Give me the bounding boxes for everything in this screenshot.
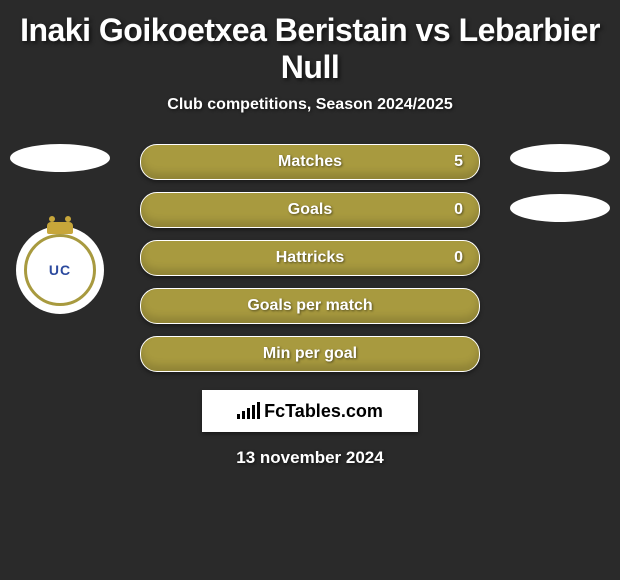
crest-letters: UC	[49, 262, 71, 278]
brand-text: FcTables.com	[264, 401, 383, 422]
stat-row-matches: Matches 5	[140, 144, 480, 180]
branding-badge: FcTables.com	[202, 390, 418, 432]
brand-bars-icon	[237, 403, 260, 419]
date-text: 13 november 2024	[0, 448, 620, 468]
left-column	[10, 144, 110, 194]
crest-circle: UC	[16, 226, 104, 314]
stat-row-min-per-goal: Min per goal	[140, 336, 480, 372]
stat-label: Hattricks	[276, 249, 344, 267]
stat-label: Matches	[278, 153, 342, 171]
club-crest: UC	[10, 220, 110, 320]
stat-label: Min per goal	[263, 345, 357, 363]
page-title: Inaki Goikoetxea Beristain vs Lebarbier …	[0, 12, 620, 86]
stat-rows: Matches 5 Goals 0 Hattricks 0 Goals per …	[140, 144, 480, 372]
left-player-ellipse	[10, 144, 110, 172]
stat-label: Goals per match	[247, 297, 372, 315]
right-column	[510, 144, 610, 244]
stat-value: 0	[454, 249, 463, 267]
stat-value: 5	[454, 153, 463, 171]
stat-row-goals: Goals 0	[140, 192, 480, 228]
stat-row-goals-per-match: Goals per match	[140, 288, 480, 324]
stat-value: 0	[454, 201, 463, 219]
page-subtitle: Club competitions, Season 2024/2025	[0, 96, 620, 114]
stat-row-hattricks: Hattricks 0	[140, 240, 480, 276]
stat-label: Goals	[288, 201, 332, 219]
content-area: UC Matches 5 Goals 0 Hattricks 0 Goals p…	[0, 144, 620, 468]
right-player-ellipse-2	[510, 194, 610, 222]
right-player-ellipse-1	[510, 144, 610, 172]
crest-crown-icon	[47, 222, 73, 234]
